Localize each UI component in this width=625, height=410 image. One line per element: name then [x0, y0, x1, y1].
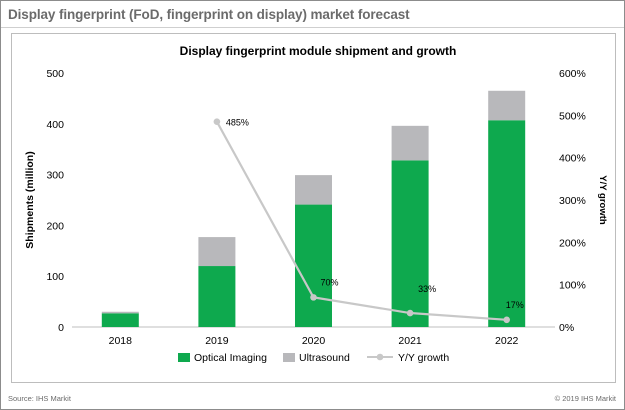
legend-marker-growth — [376, 353, 384, 361]
page-title: Display fingerprint (FoD, fingerprint on… — [8, 7, 410, 22]
chart-title: Display fingerprint module shipment and … — [180, 44, 457, 58]
bar-optical-2021 — [391, 160, 429, 327]
growth-label-2019: 485% — [226, 118, 249, 128]
growth-point-2020 — [310, 294, 317, 301]
bar-ultrasound-2020 — [295, 175, 332, 205]
bar-optical-2018 — [101, 313, 139, 327]
legend-label-optical: Optical Imaging — [194, 352, 267, 364]
bar-optical-2022 — [488, 120, 526, 327]
growth-point-2021 — [406, 309, 414, 317]
copyright-note: © 2019 IHS Markit — [554, 394, 616, 403]
growth-line — [215, 121, 507, 321]
y-right-tick-0pct: 0% — [559, 322, 574, 334]
legend: Optical Imaging Ultrasound Y/Y growth — [178, 352, 449, 364]
growth-point-2019 — [213, 118, 221, 125]
legend-swatch-ultrasound — [283, 353, 295, 362]
bar-optical-2019 — [198, 266, 236, 327]
growth-label-2022: 17% — [506, 300, 524, 310]
x-tick-2020: 2020 — [302, 335, 326, 347]
y-right-tick-600pct: 600% — [559, 68, 586, 80]
growth-line-group: 485% 70% 33% 17% — [213, 118, 524, 324]
y-left-tick-0: 0 — [58, 322, 64, 334]
bars-group — [101, 90, 526, 327]
source-note: Source: IHS Markit — [8, 394, 71, 403]
growth-label-2021: 33% — [418, 284, 436, 294]
y-left-tick-500: 500 — [46, 68, 64, 80]
y-axis-right: 0% 100% 200% 300% 400% 500% 600% — [559, 68, 586, 334]
x-tick-2019: 2019 — [205, 335, 229, 347]
legend-label-growth: Y/Y growth — [398, 352, 449, 364]
y-left-tick-400: 400 — [46, 119, 64, 131]
y-right-tick-200pct: 200% — [559, 237, 586, 249]
x-tick-2018: 2018 — [109, 335, 133, 347]
growth-label-2020: 70% — [321, 277, 339, 287]
growth-point-2022 — [503, 316, 511, 324]
y-right-tick-100pct: 100% — [559, 280, 586, 292]
bar-ultrasound-2019 — [198, 237, 236, 267]
y-right-tick-300pct: 300% — [559, 195, 586, 207]
y-axis-left-title: Shipments (million) — [24, 151, 36, 248]
y-left-tick-300: 300 — [46, 170, 64, 182]
bar-optical-2020 — [295, 204, 332, 327]
y-right-tick-500pct: 500% — [559, 110, 586, 122]
legend-swatch-optical — [178, 353, 190, 362]
bar-ultrasound-2018 — [101, 311, 139, 314]
title-divider — [1, 27, 624, 28]
y-axis-left: 0 100 200 300 400 500 — [46, 68, 64, 334]
x-tick-2022: 2022 — [495, 335, 519, 347]
x-axis-labels: 2018 2019 2020 2021 2022 — [109, 335, 519, 347]
bar-ultrasound-2021 — [391, 125, 429, 161]
bar-ultrasound-2022 — [488, 90, 526, 121]
y-left-tick-200: 200 — [46, 220, 64, 232]
y-axis-right-title: Y/Y growth — [597, 175, 608, 225]
x-tick-2021: 2021 — [398, 335, 422, 347]
y-right-tick-400pct: 400% — [559, 153, 586, 165]
y-left-tick-100: 100 — [46, 271, 64, 283]
legend-label-ultrasound: Ultrasound — [299, 352, 350, 364]
